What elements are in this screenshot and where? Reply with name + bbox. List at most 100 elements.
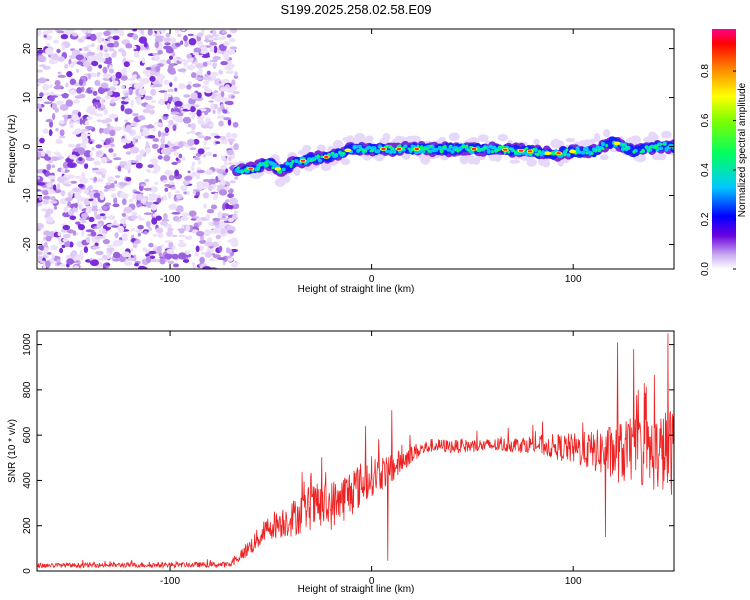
noise-blob — [128, 130, 134, 134]
noise-blob — [104, 52, 110, 59]
noise-blob — [145, 141, 149, 148]
snr-y-tick-label: 600 — [22, 426, 33, 443]
noise-blob — [134, 229, 143, 233]
noise-blob — [148, 250, 157, 255]
noise-blob — [120, 218, 126, 225]
noise-blob — [142, 247, 147, 252]
noise-blob — [71, 49, 81, 56]
snr-x-tick-label: 0 — [369, 576, 375, 587]
ridge-halo — [302, 144, 312, 152]
noise-blob — [99, 213, 106, 217]
noise-blob — [121, 96, 126, 100]
noise-blob — [208, 178, 217, 185]
noise-blob — [197, 92, 202, 99]
noise-blob — [122, 144, 130, 149]
ridge-cell — [425, 147, 429, 151]
noise-blob — [98, 208, 102, 213]
noise-blob — [45, 119, 53, 123]
noise-blob — [222, 203, 226, 211]
noise-blob — [77, 196, 86, 202]
ridge-cell — [620, 146, 626, 152]
noise-blob — [101, 156, 108, 164]
noise-blob — [147, 164, 154, 169]
noise-blob — [132, 33, 139, 41]
noise-blob — [37, 55, 46, 63]
noise-blob — [37, 29, 42, 37]
noise-blob — [173, 76, 178, 82]
noise-blob — [60, 190, 66, 197]
noise-blob — [157, 245, 162, 254]
noise-blob — [83, 133, 91, 137]
ridge-peak — [518, 149, 524, 152]
noise-blob — [49, 120, 53, 128]
noise-blob — [222, 261, 226, 266]
noise-blob — [158, 90, 168, 93]
colorbar-tick-label: 0.4 — [700, 163, 711, 177]
noise-blob — [174, 169, 180, 177]
spectrogram-y-tick-label: -20 — [22, 237, 33, 252]
noise-blob — [224, 160, 228, 167]
noise-blob — [56, 48, 61, 54]
noise-blob — [42, 84, 50, 91]
ridge-cell — [645, 145, 649, 149]
noise-blob — [47, 175, 56, 179]
noise-blob — [69, 122, 74, 129]
noise-blob — [178, 252, 187, 260]
noise-blob — [193, 47, 202, 54]
noise-blob — [150, 255, 156, 259]
noise-blob — [97, 102, 102, 109]
noise-blob — [157, 130, 162, 138]
noise-blob — [199, 235, 204, 241]
noise-blob — [144, 95, 153, 101]
noise-blob — [62, 238, 68, 243]
noise-blob — [125, 176, 132, 182]
noise-blob — [203, 76, 212, 81]
noise-blob — [72, 99, 81, 104]
noise-blob — [124, 119, 129, 123]
noise-blob — [119, 161, 128, 166]
ridge-cell — [363, 150, 367, 153]
noise-blob — [149, 186, 158, 193]
noise-blob — [231, 262, 238, 268]
noise-blob — [191, 164, 195, 172]
noise-blob — [57, 56, 65, 62]
noise-blob — [140, 128, 143, 133]
ridge-cell — [316, 154, 320, 158]
noise-blob — [212, 62, 218, 68]
noise-blob — [45, 208, 54, 215]
noise-blob — [86, 44, 92, 48]
noise-blob — [166, 248, 175, 254]
ridge-cell — [291, 159, 295, 164]
noise-blob — [210, 103, 215, 111]
noise-blob — [81, 29, 88, 34]
noise-blob — [123, 206, 133, 214]
ridge-cell — [623, 147, 627, 151]
noise-blob — [69, 190, 74, 195]
noise-blob — [197, 135, 206, 139]
noise-blob — [42, 190, 49, 196]
noise-blob — [168, 241, 173, 249]
ridge-cell — [503, 150, 507, 154]
ridge-cell — [372, 146, 377, 150]
noise-blob — [140, 198, 147, 204]
noise-blob — [231, 133, 238, 139]
noise-blob — [101, 172, 106, 179]
ridge-cell — [581, 150, 586, 155]
noise-blob — [126, 257, 135, 262]
noise-blob — [190, 72, 197, 79]
noise-blob — [159, 257, 166, 265]
noise-blob — [39, 92, 44, 98]
ridge-cell — [552, 152, 556, 156]
noise-blob — [191, 171, 197, 177]
noise-blob — [170, 63, 175, 67]
noise-blob — [145, 146, 151, 154]
noise-blob — [56, 100, 64, 106]
noise-blob — [66, 258, 74, 265]
noise-blob — [135, 154, 142, 162]
noise-blob — [220, 103, 225, 111]
noise-blob — [52, 184, 57, 192]
noise-blob — [220, 61, 228, 66]
snr-series-line — [37, 333, 674, 569]
